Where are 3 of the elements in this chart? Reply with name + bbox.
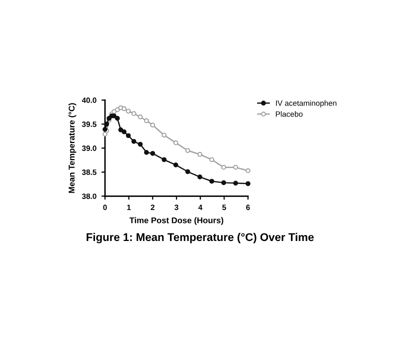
text: Figure 1: Mean Temperature (°C) Over Time bbox=[86, 232, 314, 244]
y-axis-title: Mean Temperature (°C) bbox=[68, 103, 76, 193]
x-axis-title: Time Post Dose (Hours) bbox=[129, 217, 224, 225]
